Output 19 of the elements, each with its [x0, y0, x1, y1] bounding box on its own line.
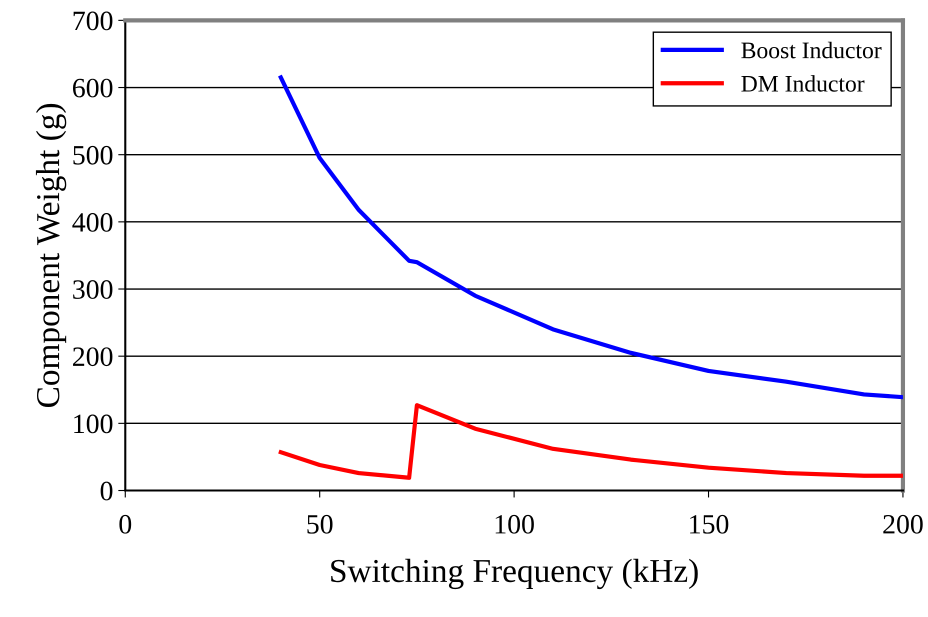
y-tick-label: 500	[73, 146, 112, 165]
legend-label: DM Inductor	[741, 75, 864, 92]
y-tick-label: 300	[73, 280, 112, 299]
x-tick-label: 150	[690, 514, 728, 534]
line-series	[278, 75, 903, 400]
x-tick-label: 100	[496, 514, 534, 534]
y-tick-label: 0	[100, 482, 112, 500]
x-tick-label: 0	[119, 514, 132, 534]
x-axis-title: Switching Frequency (kHz)	[331, 558, 698, 590]
x-tick-label: 200	[883, 514, 923, 534]
y-tick-label: 600	[73, 78, 112, 98]
y-tick-label: 400	[72, 213, 112, 232]
x-tick-label: 50	[307, 514, 333, 534]
y-tick-label: 200	[73, 347, 112, 366]
line-series	[278, 403, 903, 480]
legend-label: Boost Inductor	[741, 42, 882, 58]
y-tick-label: 100	[74, 414, 112, 434]
y-tick-label: 700	[74, 12, 112, 30]
y-axis-title: Component Weight (g)	[36, 104, 66, 408]
